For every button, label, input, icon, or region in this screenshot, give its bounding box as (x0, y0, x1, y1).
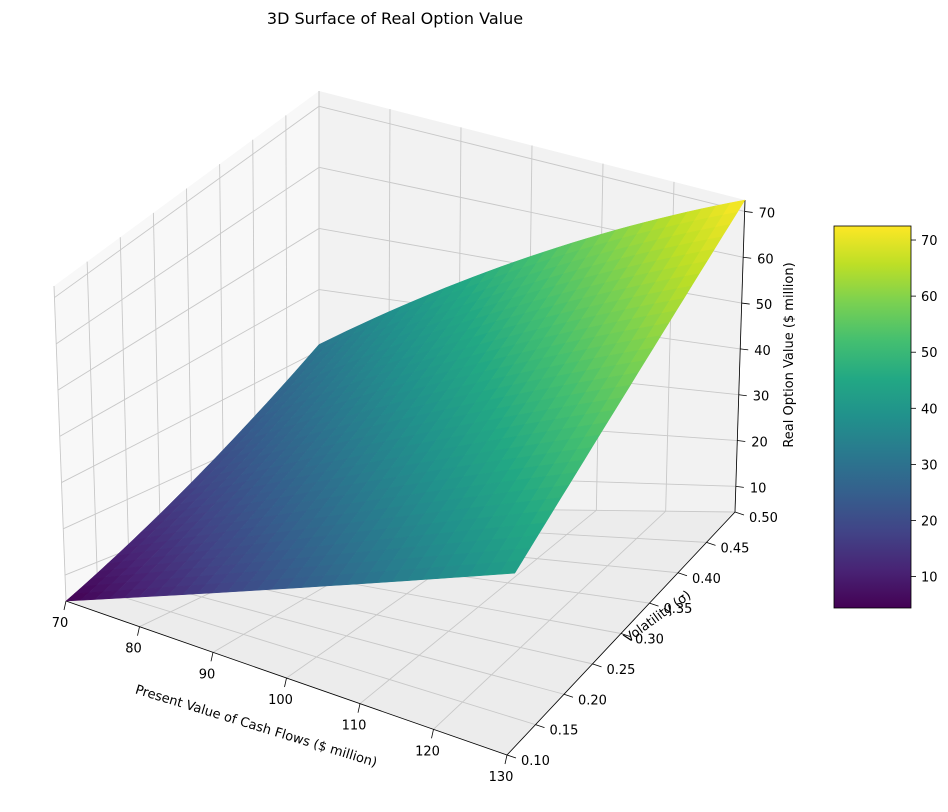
y-tick (734, 511, 745, 516)
y-tick-label: 0.15 (550, 724, 579, 739)
colorbar-ticks: 10 20 30 40 50 60 70 (911, 234, 938, 586)
z-tick-label: 30 (753, 390, 770, 405)
z-tick-label: 60 (757, 252, 774, 267)
colorbar (833, 225, 912, 609)
y-tick (649, 602, 659, 607)
x-tick-label: 90 (199, 667, 216, 682)
y-grid-left (53, 285, 67, 602)
y-tick-label: 0.10 (521, 754, 550, 769)
y-tick (535, 724, 545, 729)
z-grid-left (54, 105, 320, 298)
y-tick-label: 0.50 (749, 511, 778, 526)
x-tick (210, 652, 214, 662)
z-tick-label: 20 (751, 436, 768, 451)
y-grid-floor (129, 577, 565, 695)
x-tick (431, 729, 434, 739)
z-tick-label: 10 (750, 481, 767, 496)
z-tick (735, 485, 744, 488)
z-tick (741, 302, 750, 305)
x-tick (63, 600, 67, 611)
y-tick (592, 663, 602, 668)
z-grid-back (318, 105, 745, 212)
z-axis-label: Real Option Value ($ million) (782, 262, 797, 447)
z-tick-label: 70 (759, 206, 776, 221)
x-tick (137, 626, 140, 636)
surface (65, 199, 746, 602)
y-tick (677, 572, 688, 577)
y-grid-left (152, 212, 162, 566)
colorbar-tick-label: 20 (921, 514, 938, 529)
z-tick (744, 211, 753, 213)
z-axis-line (734, 199, 746, 513)
z-tick (743, 256, 752, 259)
tick-labels: 70 80 90 100 110 120 130 0.100.15 0.200.25 0.30 0.… (52, 206, 778, 785)
surface-patch (498, 560, 524, 575)
x-tick (504, 754, 508, 765)
y-tick (706, 541, 716, 546)
y-tick (506, 754, 517, 759)
colorbar-tick-label: 70 (921, 234, 938, 249)
z-tick (738, 394, 747, 397)
z-tick (740, 348, 749, 351)
colorbar-tick-label: 10 (921, 571, 938, 586)
y-tick-label: 0.35 (664, 602, 693, 617)
x-tick (357, 703, 361, 713)
x-tick-label: 80 (125, 642, 142, 657)
y-grid-floor (97, 588, 536, 726)
y-grid-left (86, 261, 99, 590)
z-grid-left (57, 228, 320, 391)
y-tick-label: 0.40 (692, 572, 721, 587)
z-tick (737, 440, 746, 442)
y-tick-label: 0.30 (635, 633, 664, 648)
y-grid-left (119, 237, 130, 578)
y-tick-label: 0.20 (578, 693, 607, 708)
colorbar-tick-label: 40 (921, 402, 938, 417)
z-grid-left (59, 289, 320, 437)
z-grid-left (61, 350, 320, 483)
x-tick-label: 70 (52, 616, 69, 631)
tick-marks (63, 211, 753, 765)
z-tick-label: 40 (754, 344, 771, 359)
x-tick-label: 120 (415, 744, 440, 759)
x-tick-label: 110 (342, 719, 367, 734)
colorbar-tick-label: 50 (921, 346, 938, 361)
z-grid-left (55, 166, 320, 345)
y-tick-label: 0.45 (721, 541, 750, 556)
z-tick-label: 50 (756, 298, 773, 313)
x-tick-label: 130 (489, 770, 514, 785)
colorbar-tick-label: 30 (921, 458, 938, 473)
colorbar-tick-label: 60 (921, 290, 938, 305)
y-tick (620, 633, 631, 637)
chart-title: 3D Surface of Real Option Value (267, 9, 523, 28)
x-tick-label: 100 (268, 693, 293, 708)
x-tick (284, 677, 287, 688)
y-tick (563, 693, 574, 698)
y-tick-label: 0.25 (607, 663, 636, 678)
